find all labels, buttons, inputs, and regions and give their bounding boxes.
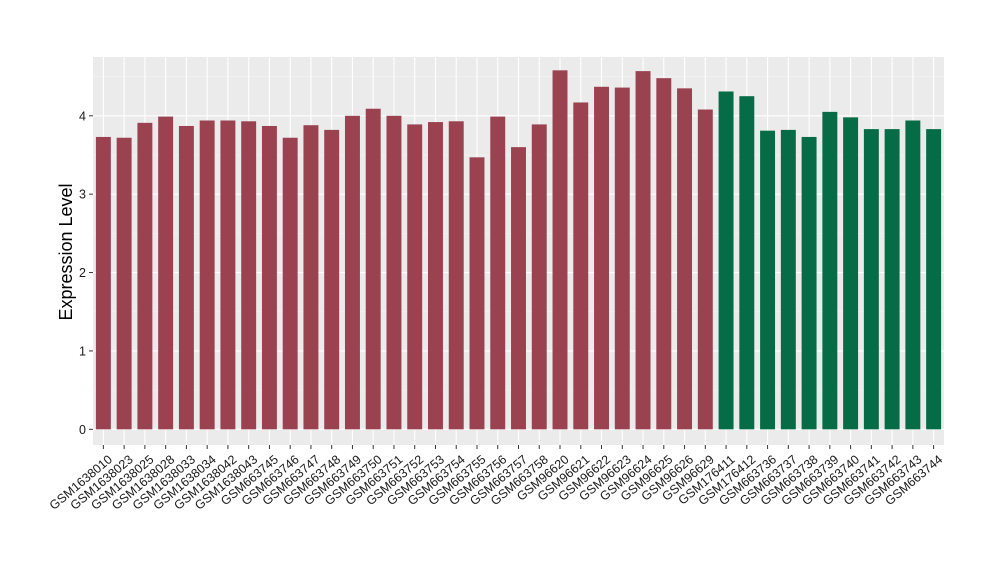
bar-GSM663749 bbox=[344, 115, 360, 430]
bar-GSM663752 bbox=[407, 124, 423, 430]
x-axis: GSM1638010GSM1638023GSM1638025GSM1638028… bbox=[47, 445, 945, 513]
bar-GSM663754 bbox=[448, 121, 464, 430]
bar-GSM1638028 bbox=[158, 116, 174, 430]
bar-GSM663747 bbox=[303, 125, 319, 430]
bar-GSM663743 bbox=[905, 120, 921, 430]
bar-GSM1638025 bbox=[137, 122, 153, 430]
y-tick-label: 0 bbox=[79, 423, 86, 437]
bar-GSM663737 bbox=[780, 129, 796, 430]
bar-GSM663757 bbox=[511, 147, 526, 430]
bar-GSM1638010 bbox=[95, 136, 111, 430]
bar-GSM663741 bbox=[863, 129, 879, 430]
bar-GSM663739 bbox=[822, 111, 838, 430]
bar-GSM663751 bbox=[386, 115, 402, 430]
bar-GSM96622 bbox=[594, 86, 609, 430]
y-axis-title: Expression Level bbox=[56, 183, 76, 320]
bar-GSM1638034 bbox=[199, 120, 215, 430]
y-axis: 0 1 2 3 4 bbox=[79, 109, 93, 437]
y-tick-label: 1 bbox=[79, 344, 86, 358]
bar-GSM663742 bbox=[884, 129, 900, 430]
bar-GSM663753 bbox=[428, 122, 443, 430]
bar-GSM663738 bbox=[801, 136, 817, 430]
bar-GSM96620 bbox=[552, 70, 568, 430]
bar-GSM663740 bbox=[843, 117, 859, 430]
bar-GSM96626 bbox=[677, 88, 693, 430]
bar-GSM176412 bbox=[739, 96, 755, 430]
bar-GSM176411 bbox=[718, 91, 734, 430]
bar-GSM96625 bbox=[656, 78, 672, 430]
bar-GSM96623 bbox=[614, 87, 630, 430]
y-tick-label: 4 bbox=[79, 109, 86, 123]
bar-GSM96621 bbox=[573, 102, 589, 430]
bar-GSM1638023 bbox=[116, 137, 132, 430]
y-tick-label: 3 bbox=[79, 188, 86, 202]
bar-GSM96629 bbox=[697, 109, 713, 430]
bar-GSM663748 bbox=[324, 129, 340, 430]
bar-GSM96624 bbox=[635, 71, 651, 430]
bars bbox=[95, 70, 942, 430]
bar-GSM663746 bbox=[282, 137, 298, 430]
bar-GSM663736 bbox=[760, 130, 776, 430]
bar-GSM1638042 bbox=[220, 120, 236, 430]
bar-GSM663744 bbox=[926, 129, 942, 430]
bar-GSM1638033 bbox=[178, 125, 194, 430]
y-tick-label: 2 bbox=[79, 266, 86, 280]
bar-GSM663758 bbox=[531, 124, 547, 430]
bar-GSM663745 bbox=[261, 125, 277, 430]
bar-GSM663755 bbox=[469, 157, 485, 430]
bar-GSM663756 bbox=[490, 116, 506, 430]
bar-GSM663750 bbox=[365, 108, 381, 430]
bar-GSM1638043 bbox=[241, 121, 257, 430]
